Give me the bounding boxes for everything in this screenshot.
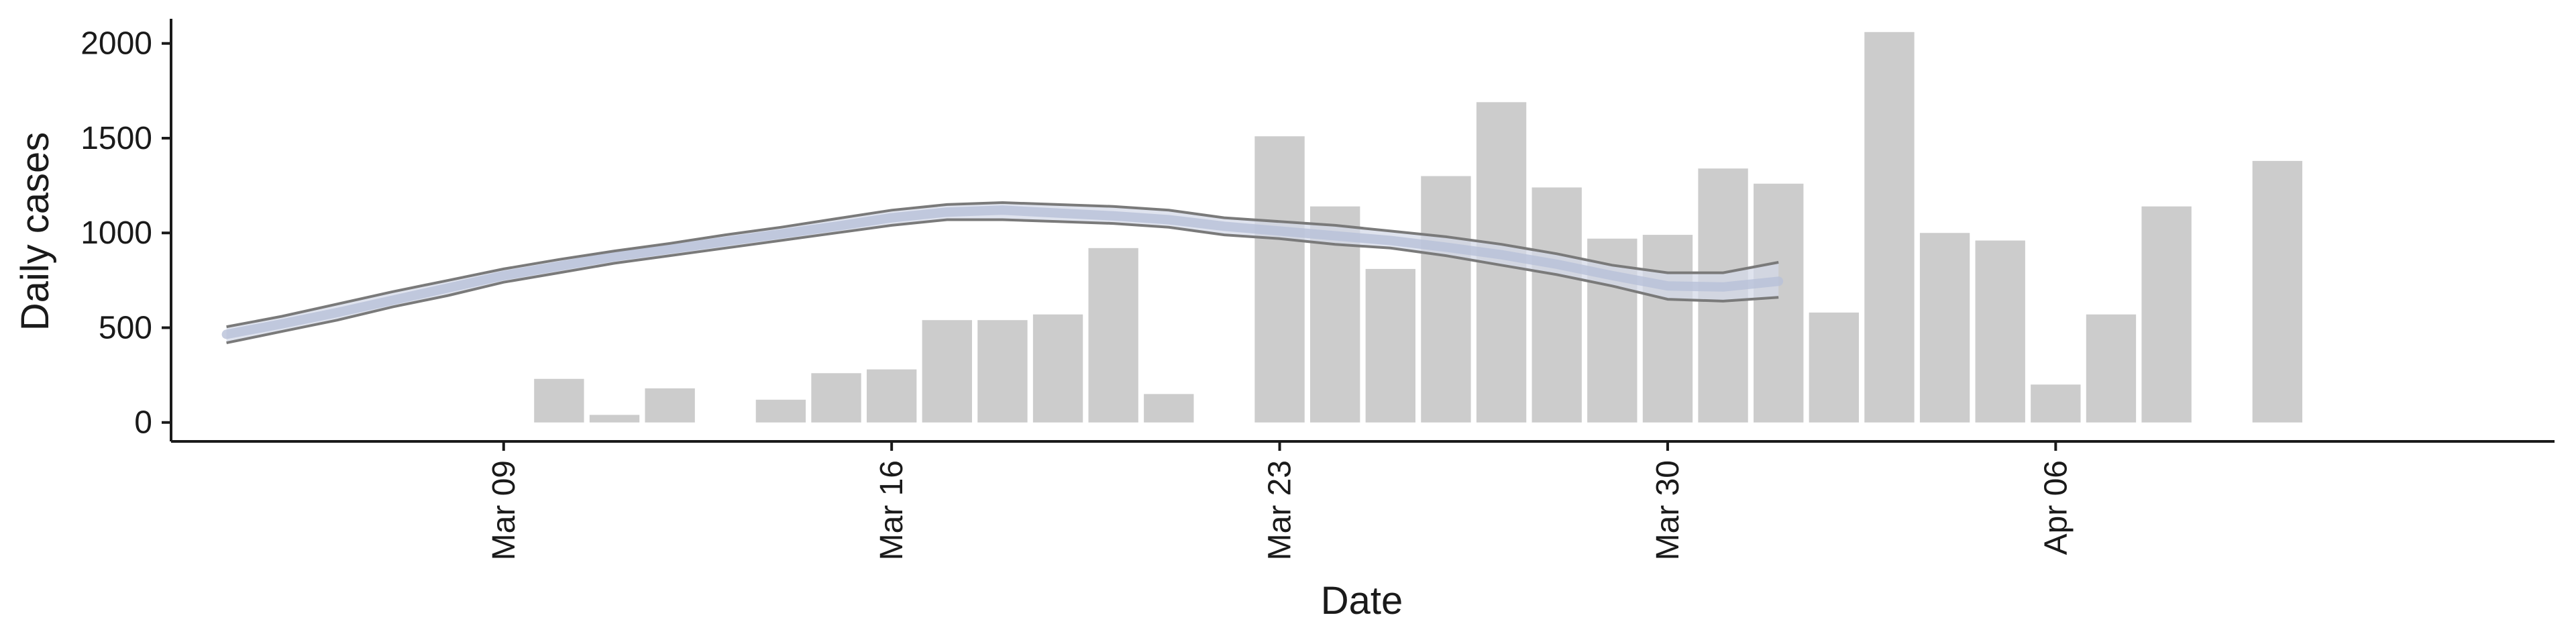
y-tick-label-2000: 2000 bbox=[80, 26, 152, 62]
x-tick-label-2020-04-06: Apr 06 bbox=[2038, 460, 2074, 555]
y-tick-label-0: 0 bbox=[134, 405, 152, 441]
bar-2020-03-12 bbox=[645, 388, 695, 423]
x-tick-label-2020-03-16: Mar 16 bbox=[874, 460, 910, 560]
bar-2020-03-25 bbox=[1365, 268, 1415, 423]
x-tick-label-2020-03-30: Mar 30 bbox=[1650, 460, 1686, 560]
bar-2020-03-15 bbox=[811, 373, 861, 423]
bar-2020-03-28 bbox=[1532, 187, 1582, 423]
estimate-layer bbox=[221, 201, 1784, 345]
axes-layer: 0 500 1000 1500 2000 Mar 09 Mar 16 Mar 23 Mar 30… bbox=[80, 19, 2555, 560]
bar-2020-04-04 bbox=[1919, 233, 1970, 423]
bar-2020-03-23 bbox=[1254, 136, 1305, 423]
bar-2020-03-11 bbox=[589, 415, 640, 423]
bar-2020-03-21 bbox=[1144, 394, 1194, 423]
estimate-upper-line bbox=[226, 201, 1779, 329]
x-tick-label-2020-03-09: Mar 09 bbox=[486, 460, 522, 560]
bar-2020-03-19 bbox=[1032, 314, 1083, 423]
bar-2020-03-17 bbox=[922, 320, 972, 423]
bar-2020-04-07 bbox=[2086, 314, 2137, 423]
y-tick-label-1500: 1500 bbox=[80, 121, 152, 156]
estimate-median-line bbox=[221, 205, 1784, 339]
x-axis-label: Date bbox=[1321, 579, 1403, 623]
x-tick-label-2020-03-23: Mar 23 bbox=[1263, 460, 1298, 560]
bar-2020-04-01 bbox=[1754, 183, 1804, 423]
bar-2020-04-05 bbox=[1975, 240, 2025, 423]
bar-2020-03-18 bbox=[977, 320, 1028, 423]
bar-2020-03-14 bbox=[755, 399, 806, 423]
bar-2020-04-06 bbox=[2031, 384, 2081, 423]
y-tick-label-500: 500 bbox=[99, 310, 152, 345]
bar-2020-04-08 bbox=[2141, 206, 2192, 423]
bar-2020-03-16 bbox=[866, 369, 917, 423]
bar-2020-03-26 bbox=[1421, 176, 1471, 423]
estimate-lower-line bbox=[226, 218, 1779, 345]
bar-2020-03-20 bbox=[1088, 248, 1138, 423]
y-axis-label: Daily cases bbox=[13, 132, 57, 331]
bar-2020-04-10 bbox=[2252, 160, 2303, 423]
bar-2020-03-30 bbox=[1642, 235, 1693, 423]
bar-2020-03-10 bbox=[534, 378, 584, 423]
y-tick-label-1000: 1000 bbox=[80, 215, 152, 251]
bar-2020-04-03 bbox=[1864, 32, 1915, 423]
bar-2020-04-02 bbox=[1809, 312, 1860, 423]
